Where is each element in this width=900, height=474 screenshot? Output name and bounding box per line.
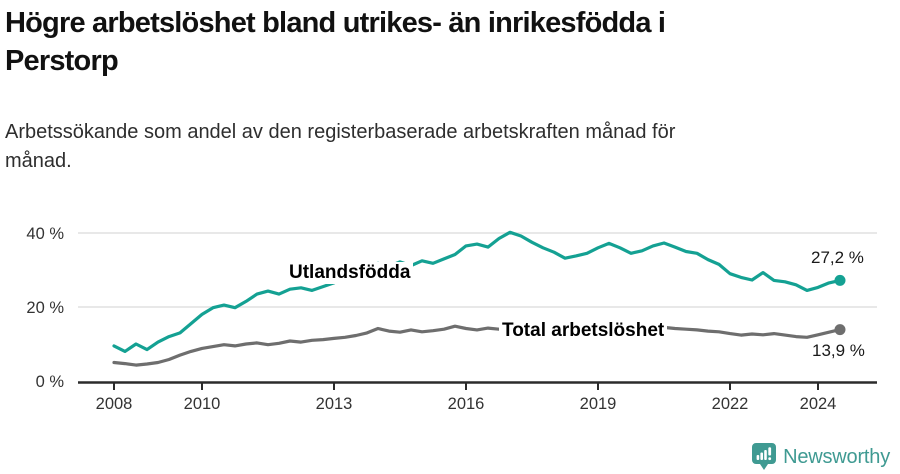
series-end-dot-total bbox=[834, 324, 846, 336]
newsworthy-logo: Newsworthy bbox=[752, 443, 890, 471]
series-line-total bbox=[112, 324, 842, 367]
end-value-utlandsfodda: 27,2 % bbox=[811, 248, 864, 267]
x-tick-label-2022: 2022 bbox=[712, 395, 749, 413]
series-label-total-arbetsloshet: Total arbetslöshet bbox=[499, 320, 668, 342]
x-tick-label-2013: 2013 bbox=[316, 395, 353, 413]
chart-subtitle-line2: månad. bbox=[5, 150, 72, 172]
x-tick-label-2010: 2010 bbox=[184, 395, 221, 413]
chart-title-line2: Perstorp bbox=[5, 45, 119, 77]
chart-subtitle-line1: Arbetssökande som andel av den registerb… bbox=[5, 121, 676, 143]
x-tick-label-2024: 2024 bbox=[800, 395, 837, 413]
series-end-dot-utlandsfodda bbox=[834, 274, 846, 286]
y-tick-label-20: 20 % bbox=[26, 299, 64, 317]
y-tick-label-40: 40 % bbox=[26, 225, 64, 243]
chart-title-line1: Högre arbetslöshet bland utrikes- än inr… bbox=[5, 7, 666, 39]
series-label-utlandsfodda: Utlandsfödda bbox=[286, 262, 414, 284]
x-tick-label-2016: 2016 bbox=[448, 395, 485, 413]
y-tick-label-0: 0 % bbox=[36, 373, 65, 391]
bar-chart-speech-bubble-icon bbox=[752, 443, 777, 470]
end-value-total: 13,9 % bbox=[812, 341, 865, 360]
series-line-utlandsfodda bbox=[112, 230, 842, 353]
chart-subtitle: Arbetssökande som andel av den registerb… bbox=[5, 118, 675, 176]
chart-title: Högre arbetslöshet bland utrikes- än inr… bbox=[5, 4, 666, 80]
x-tick-label-2019: 2019 bbox=[580, 395, 617, 413]
x-tick-label-2008: 2008 bbox=[96, 395, 133, 413]
newsworthy-logo-text: Newsworthy bbox=[783, 445, 890, 468]
